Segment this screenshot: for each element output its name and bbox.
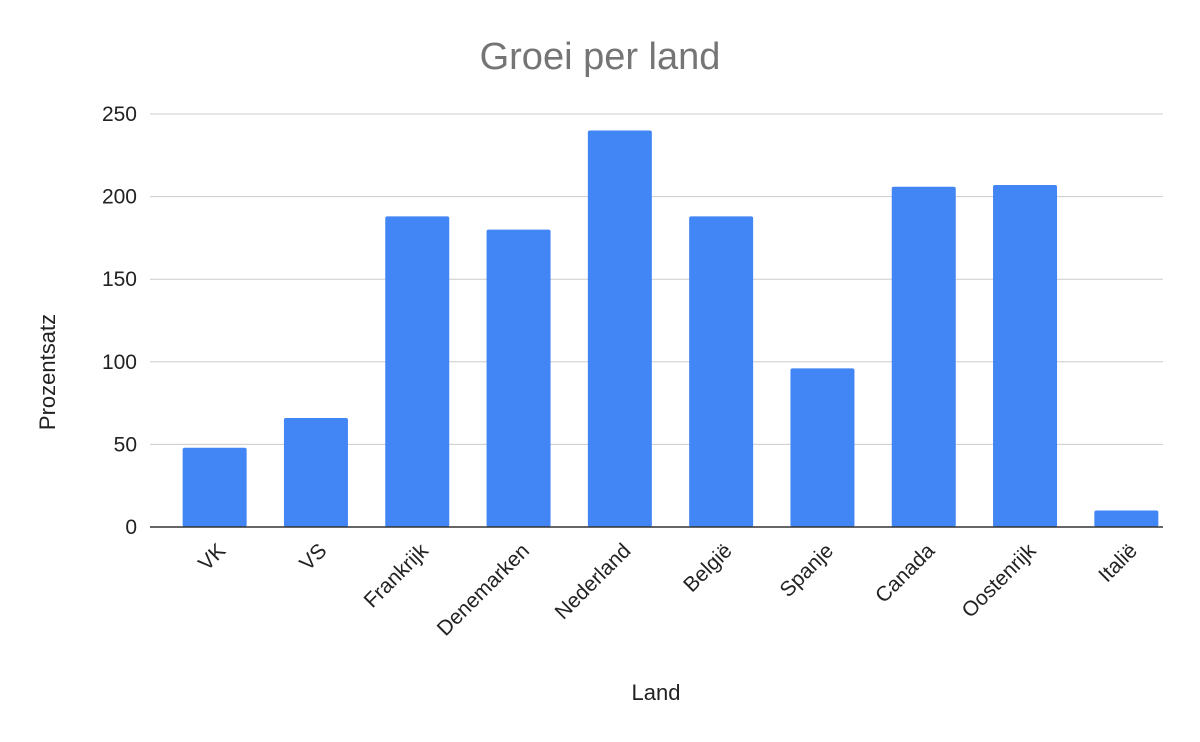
x-tick-label: Oostenrijk (957, 539, 1040, 622)
x-tick-label: VK (194, 539, 230, 575)
y-tick-label: 100 (102, 351, 137, 374)
bar-oostenrijk (993, 185, 1058, 527)
y-tick-label: 250 (102, 103, 137, 126)
x-tick-label: Frankrijk (360, 539, 434, 613)
x-tick-label: België (679, 539, 737, 597)
x-tick-label: Denemarken (433, 539, 534, 640)
bars (182, 130, 1159, 528)
x-tick-label: VS (295, 539, 331, 575)
bar-nederland (587, 130, 652, 527)
bar-belgië (689, 216, 754, 527)
bar-vs (283, 417, 348, 527)
x-axis-ticks: VK VS Frankrijk Denemarken Nederland België Sp… (194, 539, 1142, 641)
y-tick-label: 200 (102, 186, 137, 209)
y-tick-label: 150 (102, 268, 137, 291)
x-tick-label: Italië (1094, 539, 1142, 587)
x-tick-label: Spanje (775, 539, 838, 602)
bar-vk (182, 447, 247, 527)
x-tick-label: Nederland (551, 539, 636, 624)
bar-frankrijk (385, 216, 450, 527)
chart-title: Groei per land (480, 36, 721, 78)
y-axis-ticks: 0 50 100 150 200 250 (102, 103, 137, 539)
bar-italië (1094, 510, 1159, 527)
bar-spanje (790, 368, 855, 527)
y-tick-label: 0 (125, 516, 137, 539)
bar-denemarken (486, 229, 551, 527)
y-axis-title: Prozentsatz (35, 314, 60, 430)
bar-canada (891, 186, 956, 528)
x-tick-label: Canada (871, 539, 940, 608)
y-tick-label: 50 (114, 433, 137, 456)
x-axis-title: Land (632, 680, 681, 705)
